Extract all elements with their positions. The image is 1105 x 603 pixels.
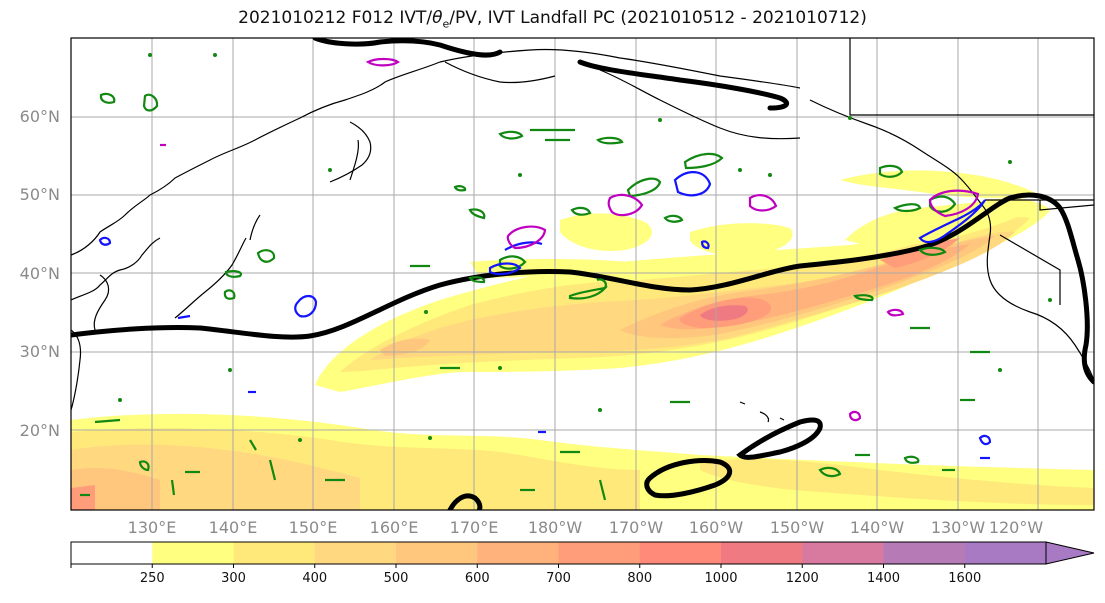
colorbar-cell (558, 542, 641, 564)
lon-label: 140°E (209, 518, 258, 537)
colorbar-tick-label: 1000 (704, 571, 737, 586)
colorbar-tick-label: 700 (546, 571, 571, 586)
map-panel (71, 38, 1094, 510)
lat-label: 60°N (20, 107, 60, 126)
colorbar-tick-label: 1200 (786, 571, 819, 586)
colorbar-tick-label: 500 (384, 571, 409, 586)
lat-label: 50°N (20, 185, 60, 204)
theta-e-contours (80, 92, 990, 501)
colorbar-cell (396, 542, 478, 564)
graticule (71, 38, 1094, 510)
colorbar-tick-label: 600 (465, 571, 490, 586)
lon-label: 160°W (689, 518, 744, 537)
lon-label: 170°W (609, 518, 664, 537)
colorbar-tick-label: 1600 (948, 571, 981, 586)
lon-label: 160°E (370, 518, 419, 537)
map-frame (70, 37, 1095, 511)
lat-label: 20°N (20, 421, 60, 440)
colorbar: 250 300 400 500 600 700 800 1000 1200 1400 1600 (70, 541, 1095, 586)
colorbar-tick-label: 250 (140, 571, 165, 586)
pv-blue-contours (98, 171, 992, 460)
colorbar-tick-label: 800 (627, 571, 652, 586)
colorbar-cell (721, 542, 803, 564)
small-contour-dots (118, 53, 1052, 442)
colorbar-cell (233, 542, 316, 564)
lon-label: 130°W (931, 518, 986, 537)
ivt-landfall-contours (71, 38, 1094, 510)
colorbar-cell (802, 542, 884, 564)
map-title: 2021010212 F012 IVT/θe/PV, IVT Landfall … (238, 8, 867, 31)
longitude-labels: 130°E 140°E 150°E 160°E 170°E 180°W 170°… (128, 518, 1044, 537)
lon-label: 130°E (128, 518, 177, 537)
colorbar-cell (477, 542, 559, 564)
lon-label: 120°W (989, 518, 1044, 537)
pv-magenta-contours (160, 57, 980, 422)
colorbar-cell (639, 542, 722, 564)
colorbar-cell (964, 542, 1047, 564)
coastlines (71, 38, 1094, 423)
colorbar-tick-label: 1400 (867, 571, 900, 586)
latitude-labels: 60°N 50°N 40°N 30°N 20°N (20, 107, 60, 440)
lon-label: 180°W (528, 518, 583, 537)
lon-label: 140°W (850, 518, 905, 537)
colorbar-cell (883, 542, 966, 564)
colorbar-tick-label: 300 (221, 571, 246, 586)
lon-label: 170°E (450, 518, 499, 537)
lat-label: 30°N (20, 342, 60, 361)
colorbar-extend-arrow (1045, 541, 1095, 565)
colorbar-cell (314, 542, 397, 564)
colorbar-cell (152, 542, 234, 564)
lat-label: 40°N (20, 264, 60, 283)
lon-label: 150°E (289, 518, 338, 537)
colorbar-cell (71, 542, 153, 564)
colorbar-tick-label: 400 (302, 571, 327, 586)
lon-label: 150°W (770, 518, 825, 537)
